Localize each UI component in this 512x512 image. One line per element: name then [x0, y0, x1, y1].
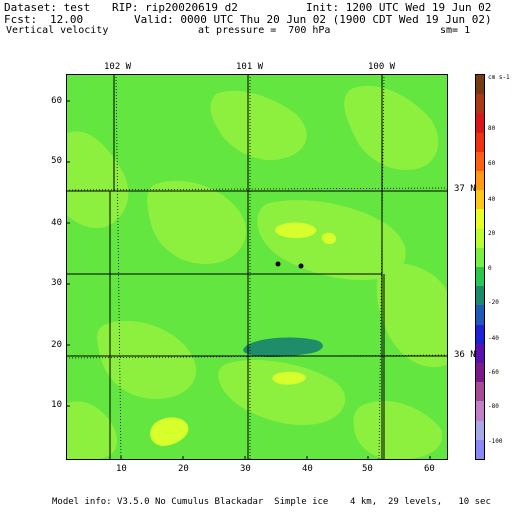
x-tick-60: 60 [424, 464, 435, 474]
colorbar-label-40: 40 [488, 196, 496, 203]
field-yellow-pocket [150, 417, 189, 446]
field-light-blotch [210, 90, 307, 160]
colorbar-segment [476, 401, 484, 422]
lat-label-37n: 37 N [454, 184, 476, 194]
map-frame [66, 74, 448, 460]
field-yellow-pocket [275, 222, 317, 239]
y-tick-40: 40 [51, 218, 62, 228]
field-light-blotch [218, 359, 346, 425]
y-tick-20: 20 [51, 340, 62, 350]
dataset-label: Dataset: test [4, 1, 91, 14]
city-marker [298, 263, 304, 269]
field-light-blotch [376, 263, 448, 368]
colorbar-segment [476, 305, 484, 326]
smoothing-label: sm= 1 [440, 25, 471, 36]
field-light-blotch [97, 320, 197, 399]
colorbar-segment [476, 190, 484, 210]
colorbar-segment [476, 420, 484, 441]
colorbar-segment [476, 132, 484, 153]
lon-label-100w: 100 W [368, 62, 396, 72]
colorbar-label-neg20: -20 [488, 299, 499, 306]
x-tick-20: 20 [178, 464, 189, 474]
x-tick-40: 40 [302, 464, 313, 474]
valid-time: Valid: 0000 UTC Thu 20 Jun 02 (1900 CDT … [134, 13, 492, 26]
x-tick-50: 50 [362, 464, 373, 474]
field-light-blotch [344, 85, 439, 170]
map-canvas [66, 74, 448, 460]
colorbar-segment [476, 439, 484, 459]
colorbar-segment [476, 267, 484, 287]
fcst-value: 12.00 [50, 13, 84, 26]
latitude-36n [66, 354, 448, 359]
latlon-grid [66, 74, 448, 460]
colorbar-label-0: 0 [488, 265, 492, 272]
colorbar-units: cm s-1 [488, 74, 510, 81]
field-light-blotch [66, 401, 117, 460]
colorbar-segment [476, 209, 484, 230]
rip-label: RIP: rip20020619 d2 [112, 1, 238, 14]
x-tick-30: 30 [240, 464, 251, 474]
colorbar-segment [476, 94, 484, 114]
longitude-100w [378, 74, 385, 460]
field-light-blotch [353, 400, 443, 460]
lat-label-36n: 36 N [454, 350, 476, 360]
colorbar-segment [476, 382, 484, 402]
colorbar-segment [476, 228, 484, 249]
colorbar-label-neg40: -40 [488, 335, 499, 342]
field-yellow-pocket [321, 232, 336, 245]
fcst-label: Fcst: [4, 13, 38, 26]
colorbar-label-60: 60 [488, 160, 496, 167]
lon-label-101w: 101 W [236, 62, 264, 72]
field-light-blotch [147, 180, 247, 264]
colorbar-segment [476, 151, 484, 172]
model-info: Model info: V3.5.0 No Cumulus Blackadar … [52, 497, 491, 507]
colorbar-label-80: 80 [488, 125, 496, 132]
y-tick-30: 30 [51, 278, 62, 288]
x-tick-10: 10 [116, 464, 127, 474]
field-negative-region [243, 337, 323, 358]
field-yellow-pocket [272, 371, 306, 385]
map-plot [66, 74, 448, 460]
colorbar-segment [476, 75, 484, 95]
colorbar-segment [476, 247, 484, 268]
boundary-lines [66, 74, 448, 460]
y-tick-50: 50 [51, 156, 62, 166]
colorbar-label-20: 20 [488, 230, 496, 237]
longitude-102w [115, 74, 122, 460]
latitude-37n [66, 187, 448, 191]
field-light-blotch [66, 131, 129, 229]
colorbar-label-neg100: -100 [488, 438, 503, 445]
colorbar-label-neg80: -80 [488, 403, 499, 410]
colorbar-segment [476, 171, 484, 191]
colorbar-segment [476, 343, 484, 364]
colorbar-segment [476, 324, 484, 345]
colorbar-label-neg60: -60 [488, 369, 499, 376]
pressure-level: at pressure = 700 hPa [198, 25, 331, 36]
y-tick-10: 10 [51, 400, 62, 410]
colorbar [475, 74, 485, 460]
y-tick-60: 60 [51, 96, 62, 106]
lon-label-102w: 102 W [104, 62, 132, 72]
colorbar-segment [476, 286, 484, 306]
init-time: Init: 1200 UTC Wed 19 Jun 02 [306, 1, 492, 14]
city-marker [275, 261, 281, 267]
field-name: Vertical velocity [6, 25, 109, 36]
colorbar-segment [476, 113, 484, 134]
colorbar-segment [476, 363, 484, 383]
